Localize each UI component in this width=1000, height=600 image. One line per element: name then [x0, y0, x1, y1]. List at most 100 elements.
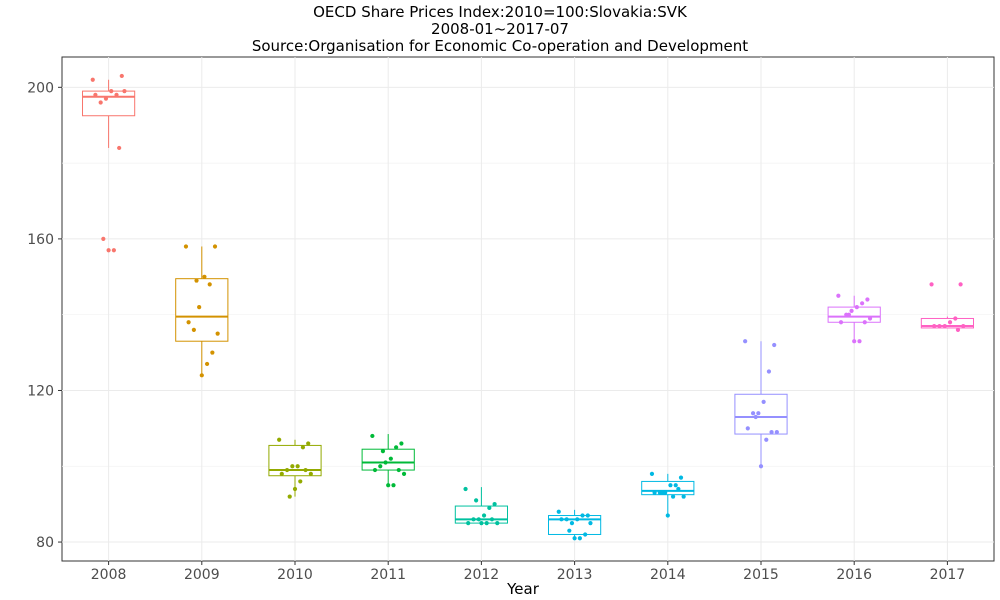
data-point: [93, 92, 98, 97]
data-point: [556, 509, 561, 514]
data-point: [743, 339, 748, 344]
data-point: [947, 320, 953, 325]
data-point: [588, 521, 593, 526]
data-point: [564, 517, 569, 522]
x-axis: 2008 2009 2010 2011 2012 2013 2014 2015 2016 2017: [91, 561, 965, 583]
data-point: [399, 441, 404, 446]
data-point: [277, 437, 282, 442]
data-point: [761, 399, 766, 404]
data-point: [119, 73, 124, 79]
box-2009: [175, 246, 229, 376]
data-point: [577, 536, 582, 541]
data-point: [583, 532, 588, 537]
data-point: [372, 467, 378, 473]
jitter-points: [90, 73, 966, 541]
data-point: [678, 475, 684, 480]
data-point: [212, 244, 218, 249]
data-point: [665, 513, 670, 518]
data-point: [207, 282, 212, 287]
data-point: [396, 467, 401, 473]
data-point: [380, 449, 386, 454]
data-point: [585, 513, 590, 518]
x-tick-label: 2016: [836, 567, 872, 583]
data-point: [953, 316, 958, 321]
data-point: [370, 433, 375, 439]
data-point: [101, 236, 106, 241]
x-axis-label: Year: [506, 580, 540, 598]
data-point: [567, 528, 572, 533]
box-body: [82, 90, 136, 117]
data-point: [103, 96, 109, 101]
data-point: [378, 464, 383, 469]
data-point: [122, 89, 127, 94]
data-point: [932, 323, 937, 329]
y-tick-label: 160: [27, 232, 54, 248]
box-2015: [734, 341, 788, 467]
data-point: [769, 430, 774, 435]
data-point: [569, 521, 575, 526]
data-point: [849, 308, 854, 313]
data-point: [466, 521, 471, 526]
data-point: [474, 498, 479, 503]
data-point: [306, 441, 311, 446]
data-point: [215, 331, 220, 336]
data-point: [106, 248, 111, 253]
data-point: [183, 244, 189, 249]
box-body: [268, 444, 322, 477]
data-point: [471, 517, 476, 522]
data-point: [391, 483, 396, 488]
data-point: [942, 323, 947, 329]
data-point: [481, 513, 487, 518]
data-point: [649, 471, 655, 476]
data-point: [676, 486, 681, 492]
data-point: [753, 414, 758, 420]
box-body: [734, 393, 788, 435]
data-point: [580, 513, 585, 518]
data-point: [90, 77, 95, 82]
data-point: [652, 490, 657, 495]
data-point: [308, 471, 313, 476]
box-2016: [827, 295, 881, 342]
box-body: [361, 448, 415, 471]
box-2011: [361, 434, 415, 486]
data-point: [772, 342, 777, 348]
data-point: [279, 471, 284, 476]
data-point: [284, 467, 290, 473]
x-tick-label: 2009: [184, 567, 220, 583]
data-point: [862, 320, 867, 325]
data-point: [681, 494, 686, 499]
y-tick-label: 200: [27, 80, 54, 96]
data-point: [673, 483, 678, 488]
data-point: [111, 248, 116, 253]
data-point: [300, 445, 306, 450]
data-point: [764, 437, 769, 442]
x-tick-label: 2008: [91, 567, 127, 583]
data-point: [383, 460, 388, 465]
x-tick-label: 2015: [743, 567, 779, 583]
data-point: [186, 320, 191, 325]
x-tick-label: 2014: [650, 567, 686, 583]
box-2008: [82, 79, 136, 148]
data-point: [479, 521, 484, 526]
data-point: [463, 486, 468, 492]
data-point: [867, 316, 873, 321]
data-point: [774, 430, 779, 435]
data-point: [295, 464, 300, 469]
data-point: [394, 445, 399, 450]
data-point: [386, 483, 391, 488]
box-body: [920, 317, 974, 329]
data-point: [836, 293, 841, 298]
data-point: [98, 100, 103, 105]
data-point: [958, 282, 963, 287]
x-tick-label: 2011: [370, 567, 406, 583]
data-point: [955, 327, 961, 332]
data-point: [838, 320, 844, 325]
data-point: [210, 350, 215, 355]
data-point: [937, 323, 942, 329]
box-2010: [268, 439, 322, 497]
data-point: [292, 486, 298, 492]
chart-subtitle: 2008-01~2017-07: [431, 20, 569, 38]
box-body: [175, 278, 229, 342]
